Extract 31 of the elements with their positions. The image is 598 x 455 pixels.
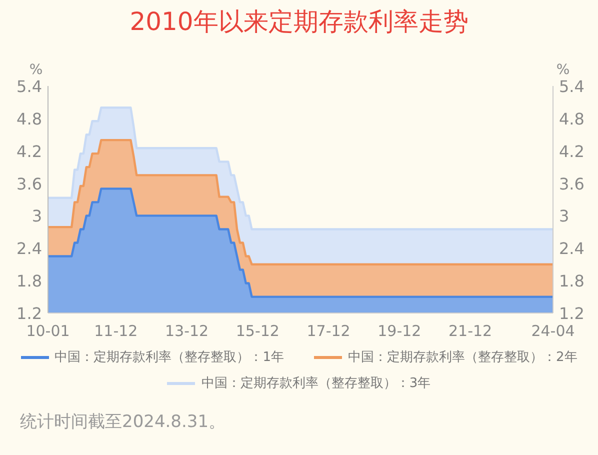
y2-tick-label: 3.6 xyxy=(559,174,584,194)
y2-tick-label: 1.2 xyxy=(559,304,584,323)
x-tick-label: 24-04 xyxy=(531,322,575,340)
y-axis-title: % xyxy=(29,62,43,78)
y2-tick-label: 4.2 xyxy=(559,142,584,161)
y2-axis-title: % xyxy=(556,62,570,78)
x-tick-label: 11-12 xyxy=(94,322,138,340)
y-tick-label: 1.2 xyxy=(16,304,42,323)
legend-label: 中国：定期存款利率（整存整取）：2年 xyxy=(348,349,578,366)
x-tick-label: 13-12 xyxy=(165,322,209,340)
y2-tick-label: 1.8 xyxy=(559,272,584,291)
y2-tick-label: 5.4 xyxy=(559,77,584,96)
x-tick-label: 10-01 xyxy=(26,322,70,340)
y-tick-label: 3.6 xyxy=(16,174,42,194)
text: 统计时间截至2024.8.31。 xyxy=(20,411,226,433)
y-tick-label: 4.8 xyxy=(16,109,42,128)
y2-tick-label: 2.4 xyxy=(559,239,584,258)
y-tick-label: 5.4 xyxy=(16,77,42,96)
chart-title: 2010年以来定期存款利率走势 xyxy=(130,7,468,36)
x-tick-label: 19-12 xyxy=(378,322,422,340)
y-tick-label: 2.4 xyxy=(16,239,42,258)
legend-label: 中国：定期存款利率（整存整取）：3年 xyxy=(201,375,431,392)
x-tick-label: 17-12 xyxy=(306,322,350,340)
x-tick-label: 21-12 xyxy=(448,322,492,340)
y-tick-label: 4.2 xyxy=(16,142,42,161)
y2-tick-label: 4.8 xyxy=(559,109,584,128)
legend-label: 中国：定期存款利率（整存整取）：1年 xyxy=(54,349,284,366)
y-tick-label: 3 xyxy=(32,206,42,226)
x-tick-label: 15-12 xyxy=(236,322,280,340)
y2-tick-label: 3 xyxy=(559,206,570,226)
y-tick-label: 1.8 xyxy=(16,272,42,291)
